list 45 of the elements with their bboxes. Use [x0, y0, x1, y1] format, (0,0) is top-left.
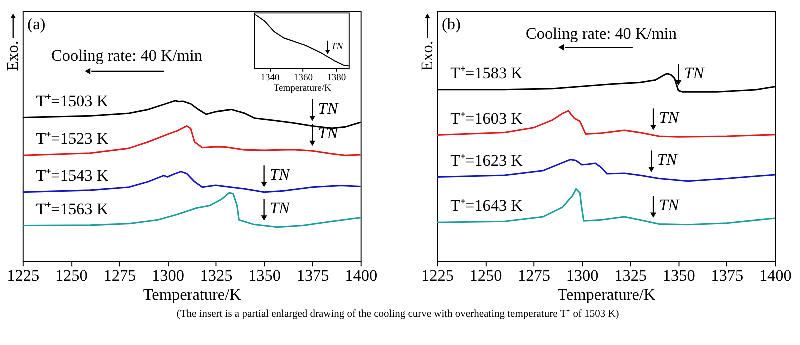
series-label: T⁺=1643 K: [450, 197, 524, 216]
x-tick-label: 1350: [248, 266, 281, 285]
x-tick-label: 1400: [345, 266, 378, 285]
annotation: TN: [684, 64, 706, 82]
x-tick-label: 1350: [662, 266, 696, 285]
x-axis-title: Temperature/K: [143, 286, 242, 304]
annotation: TN: [331, 42, 344, 52]
legend-label: T⁺=1503 K: [36, 92, 109, 110]
annotation: TN: [270, 166, 292, 184]
x-tick-label: 1375: [711, 266, 744, 285]
series-label: T⁺=1523 K: [36, 130, 109, 148]
x-tick-label: 1360: [294, 72, 314, 84]
series-label: T⁺=1543 K: [36, 166, 109, 185]
x-axis-title: Temperature/K: [274, 82, 332, 94]
x-tick-label: 1225: [7, 266, 40, 285]
x-axis-title: Temperature/K: [558, 286, 656, 304]
text: Cooling rate: 40 K/min: [526, 24, 677, 43]
x-tick-label: 1400: [759, 266, 792, 285]
y-axis-title: Exo.: [4, 41, 22, 72]
x-tick-label: 1300: [152, 266, 184, 285]
annotation: TN: [657, 150, 678, 169]
x-tick-label: 1225: [421, 266, 454, 285]
x-tick-label: 1275: [104, 266, 136, 285]
x-tick-label: 1250: [470, 266, 502, 285]
x-tick-label: 1380: [327, 72, 346, 84]
annotation: TN: [659, 196, 680, 215]
annotation: TN: [270, 200, 292, 218]
text: (The insert is a partial enlarged drawing of the cooling curve with overheating temperature T⁺ of 1503 K): [176, 309, 620, 320]
y-axis-title: Exo.: [418, 41, 436, 72]
x-tick-label: 1375: [296, 266, 330, 285]
x-tick-label: 1300: [566, 266, 599, 285]
series-label: T⁺=1623 K: [450, 152, 524, 170]
series-label: T⁺=1583 K: [450, 64, 524, 82]
text: Cooling rate: 40 K/min: [52, 46, 202, 65]
x-tick-label: 1250: [55, 266, 88, 285]
series-label: T⁺=1603 K: [450, 110, 524, 128]
text: (b): [442, 15, 461, 34]
x-tick-label: 1325: [200, 266, 233, 285]
x-tick-label: 1325: [614, 266, 648, 285]
annotation: TN: [318, 100, 340, 118]
x-tick-label: 1275: [518, 266, 550, 285]
text: (a): [28, 15, 46, 34]
annotation: TN: [659, 108, 680, 127]
series-label: T⁺=1563 K: [36, 200, 109, 218]
x-tick-label: 1340: [260, 72, 280, 84]
